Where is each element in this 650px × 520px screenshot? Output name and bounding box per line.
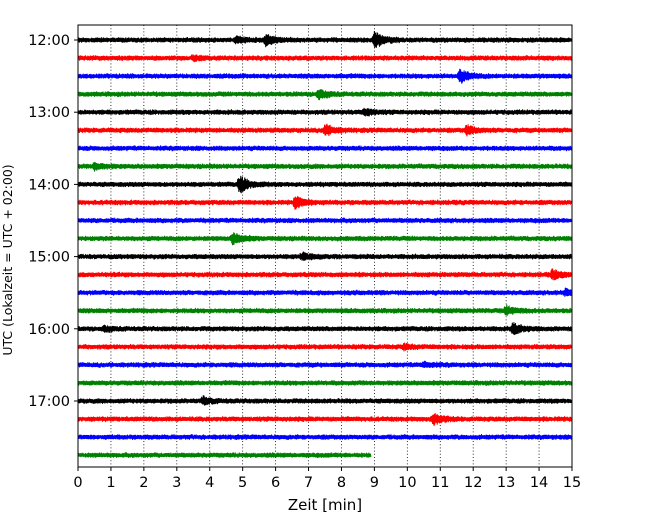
y-tick-label: 14:00 bbox=[28, 177, 70, 193]
y-tick-label: 15:00 bbox=[28, 250, 70, 266]
seismogram-trace-1200 bbox=[77, 30, 573, 48]
x-tick-label: 2 bbox=[139, 475, 148, 491]
traces bbox=[77, 30, 573, 459]
x-tick-label: 3 bbox=[172, 475, 181, 491]
y-tick-label: 16:00 bbox=[28, 322, 70, 338]
seismogram-trace-1600 bbox=[77, 322, 573, 336]
x-tick-label: 12 bbox=[464, 475, 482, 491]
seismogram-trace-1730 bbox=[77, 434, 573, 441]
x-tick-label: 15 bbox=[563, 475, 581, 491]
x-tick-label: 9 bbox=[370, 475, 379, 491]
seismogram-trace-1645 bbox=[77, 379, 573, 386]
seismogram-trace-1715 bbox=[77, 413, 573, 427]
seismogram-trace-1615 bbox=[77, 342, 573, 352]
x-tick-label: 13 bbox=[497, 475, 515, 491]
seismogram-trace-1545 bbox=[77, 304, 573, 316]
y-axis: 12:00 13:00 14:00 15:00 16:00 17:00 bbox=[28, 33, 78, 410]
x-tick-label: 11 bbox=[431, 475, 449, 491]
x-tick-label: 1 bbox=[106, 475, 115, 491]
seismogram-trace-1445 bbox=[77, 232, 573, 246]
x-axis: 0 1 2 3 4 5 6 7 8 9 10 11 12 13 14 15 bbox=[73, 467, 581, 491]
seismogram-trace-1630 bbox=[77, 360, 573, 368]
seismogram-trace-1530 bbox=[77, 287, 573, 297]
plot-frame bbox=[77, 24, 573, 468]
x-axis-label: Zeit [min] bbox=[288, 496, 362, 514]
seismogram-trace-1745 bbox=[77, 452, 372, 459]
seismogram-trace-1400 bbox=[77, 175, 573, 194]
seismogram-trace-1700 bbox=[77, 395, 573, 406]
seismogram-trace-1345 bbox=[77, 161, 573, 172]
y-axis-label: UTC (Lokalzeit = UTC + 02:00) bbox=[0, 164, 15, 355]
y-tick-label: 13:00 bbox=[28, 105, 70, 121]
seismogram-trace-1300 bbox=[77, 107, 573, 117]
plot-area bbox=[78, 25, 572, 467]
seismogram-trace-1415 bbox=[77, 195, 573, 210]
y-tick-label: 12:00 bbox=[28, 33, 70, 49]
grid bbox=[110, 25, 540, 467]
seismogram-trace-1230 bbox=[77, 68, 573, 84]
x-tick-label: 5 bbox=[238, 475, 247, 491]
x-tick-label: 8 bbox=[337, 475, 346, 491]
seismogram-trace-1215 bbox=[77, 54, 573, 63]
seismogram-trace-1500 bbox=[77, 251, 573, 261]
seismogram-trace-1430 bbox=[77, 217, 573, 224]
x-tick-label: 14 bbox=[530, 475, 548, 491]
x-tick-label: 7 bbox=[304, 475, 313, 491]
seismogram-trace-1330 bbox=[77, 145, 573, 152]
x-tick-label: 6 bbox=[271, 475, 280, 491]
y-tick-label: 17:00 bbox=[28, 394, 70, 410]
x-tick-label: 0 bbox=[73, 475, 82, 491]
seismogram-trace-1515 bbox=[77, 268, 573, 281]
x-tick-label: 10 bbox=[398, 475, 416, 491]
x-tick-label: 4 bbox=[205, 475, 214, 491]
seismogram-trace-1315 bbox=[77, 123, 573, 137]
seismogram-trace-1245 bbox=[77, 89, 573, 101]
